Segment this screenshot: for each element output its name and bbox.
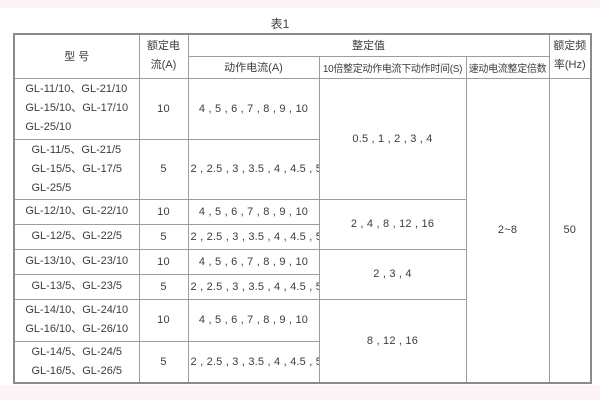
- table-row: GL-13/10、GL-23/10 10 4 , 5 , 6 , 7 , 8 ,…: [13, 248, 591, 300]
- quick-multiple-cell: 2~8: [465, 77, 550, 384]
- operating-time-cell: 0.5 , 1 , 2 , 3 , 4: [318, 77, 467, 200]
- header-operating-current: 动作电流(A): [187, 55, 320, 79]
- model-line: GL-14/5、GL-24/5: [31, 345, 123, 358]
- header-rated-current-line1: 额定电: [147, 40, 180, 53]
- operating-time-cell: 8 , 12 , 16: [318, 298, 467, 384]
- table-row: GL-12/5、GL-22/5 5 2 , 2.5 , 3 , 3.5 , 4 …: [13, 223, 591, 250]
- model-cell: GL-14/5、GL-24/5 GL-16/5、GL-26/5: [13, 340, 140, 384]
- header-rated-frequency-line1: 额定频: [553, 40, 587, 53]
- model-line: GL-25/5: [31, 181, 72, 194]
- model-line: GL-16/10、GL-26/10: [25, 323, 129, 335]
- header-rated-current: 额定电 流(A): [138, 33, 189, 79]
- table-row: GL-14/5、GL-24/5 GL-16/5、GL-26/5 5 2 , 2.…: [13, 340, 591, 384]
- header-model: 型 号: [13, 33, 140, 79]
- model-line: GL-11/10、GL-21/10: [25, 83, 128, 95]
- model-line: GL-16/5、GL-26/5: [31, 364, 123, 377]
- operating-current-cell: 2 , 2.5 , 3 , 3.5 , 4 , 4.5 , 5: [187, 340, 320, 384]
- header-quick-multiple: 速动电流整定倍数: [465, 55, 550, 79]
- rated-current-cell: 10: [138, 298, 189, 342]
- table-row: GL-12/10、GL-22/10 10 4 , 5 , 6 , 7 , 8 ,…: [13, 198, 591, 250]
- operating-current-cell: 2 , 2.5 , 3 , 3.5 , 4 , 4.5 , 5: [187, 273, 320, 300]
- model-cell: GL-12/10、GL-22/10: [13, 198, 140, 225]
- model-line: GL-13/10、GL-23/10: [25, 255, 129, 267]
- model-cell: GL-13/10、GL-23/10: [13, 248, 140, 275]
- rated-current-cell: 5: [138, 340, 189, 384]
- model-line: GL-12/10、GL-22/10: [25, 205, 129, 217]
- rated-current-cell: 5: [138, 273, 189, 300]
- rated-current-cell: 10: [138, 77, 189, 140]
- table-title: 表1: [270, 17, 290, 31]
- model-line: GL-25/10: [25, 121, 72, 133]
- model-cell: GL-12/5、GL-22/5: [13, 223, 140, 250]
- model-line: GL-14/10、GL-24/10: [25, 304, 129, 316]
- model-line: GL-12/5、GL-22/5: [31, 230, 123, 242]
- header-operating-time: 10倍整定动作电流下动作时间(S): [318, 55, 467, 79]
- operating-current-cell: 4 , 5 , 6 , 7 , 8 , 9 , 10: [187, 77, 320, 140]
- model-cell: GL-14/10、GL-24/10 GL-16/10、GL-26/10: [13, 298, 140, 342]
- model-line: GL-13/5、GL-23/5: [31, 280, 123, 292]
- model-line: GL-15/10、GL-17/10: [25, 102, 129, 114]
- rated-current-cell: 5: [138, 223, 189, 250]
- frequency-cell: 50: [548, 77, 592, 384]
- header-rated-frequency: 额定频 率(Hz): [548, 33, 592, 79]
- table-row: GL-11/10、GL-21/10 GL-15/10、GL-17/10 GL-2…: [13, 77, 592, 384]
- model-cell: GL-11/10、GL-21/10 GL-15/10、GL-17/10 GL-2…: [13, 77, 140, 140]
- header-row-2: 动作电流(A) 10倍整定动作电流下动作时间(S) 速动电流整定倍数: [14, 55, 591, 79]
- operating-current-cell: 4 , 5 , 6 , 7 , 8 , 9 , 10: [187, 298, 320, 342]
- operating-current-cell: 2 , 2.5 , 3 , 3.5 , 4 , 4.5 , 5: [187, 223, 320, 250]
- model-cell: GL-13/5、GL-23/5: [13, 273, 140, 300]
- operating-current-cell: 2 , 2.5 , 3 , 3.5 , 4 , 4.5 , 5: [187, 138, 320, 200]
- table-row: GL-13/5、GL-23/5 5 2 , 2.5 , 3 , 3.5 , 4 …: [13, 273, 591, 300]
- model-line: GL-15/5、GL-17/5: [31, 162, 123, 175]
- rated-current-cell: 10: [138, 248, 189, 275]
- page-bottom-tint: [0, 385, 600, 400]
- table-row: GL-14/10、GL-24/10 GL-16/10、GL-26/10 10 4…: [13, 298, 591, 384]
- operating-current-cell: 4 , 5 , 6 , 7 , 8 , 9 , 10: [187, 198, 320, 225]
- header-rated-frequency-line2: 率(Hz): [553, 59, 586, 72]
- rated-current-cell: 5: [138, 138, 189, 200]
- rated-current-cell: 10: [138, 198, 189, 225]
- page-top-tint: [0, 0, 600, 8]
- table-row: GL-11/5、GL-21/5 GL-15/5、GL-17/5 GL-25/5 …: [13, 138, 591, 200]
- operating-time-cell: 2 , 4 , 8 , 12 , 16: [318, 198, 467, 250]
- spec-table: 型 号 额定电 流(A) 整定值 额定频 率(Hz) 动作电流(A) 10倍整定…: [13, 33, 593, 384]
- model-line: GL-11/5、GL-21/5: [31, 143, 122, 156]
- header-rated-current-line2: 流(A): [150, 59, 177, 72]
- model-cell: GL-11/5、GL-21/5 GL-15/5、GL-17/5 GL-25/5: [13, 138, 140, 200]
- header-setting-group: 整定值: [187, 33, 550, 57]
- operating-current-cell: 4 , 5 , 6 , 7 , 8 , 9 , 10: [187, 248, 320, 275]
- header-row-1: 型 号 额定电 流(A) 整定值 额定频 率(Hz): [13, 33, 592, 79]
- operating-time-cell: 2 , 3 , 4: [318, 248, 467, 300]
